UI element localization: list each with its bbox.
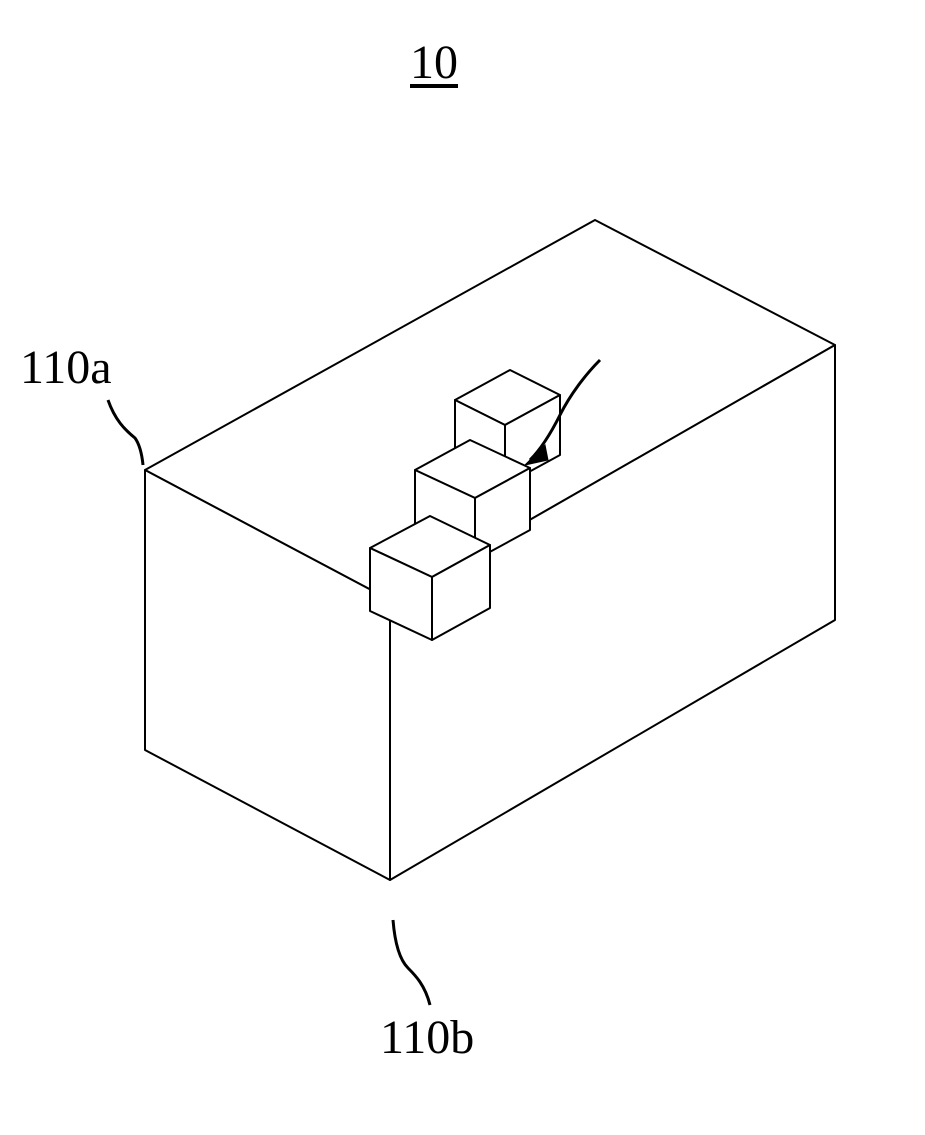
diagram-container: 10 110a 120 110b (0, 0, 925, 1135)
diagram-svg (0, 0, 925, 1135)
